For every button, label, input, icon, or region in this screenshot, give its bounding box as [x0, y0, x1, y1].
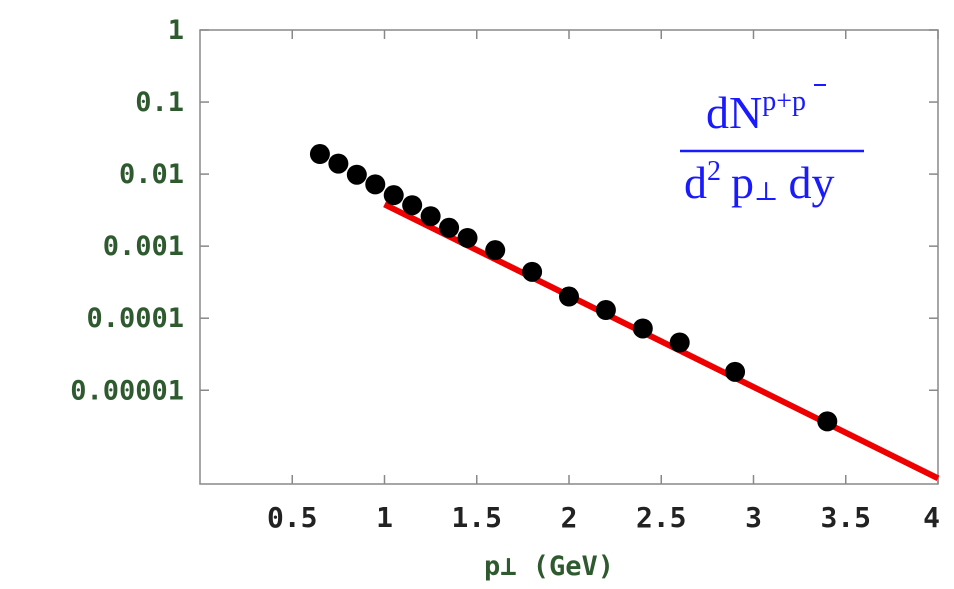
x-tick-label: 3: [745, 501, 762, 534]
data-point: [725, 361, 746, 382]
formula-denominator-tail: dy: [788, 157, 834, 208]
formula-denominator-p: p: [731, 157, 754, 208]
x-axis-ticks: 0.5 1 1.5 2 2.5 3 3.5 4: [267, 30, 940, 534]
formula-denominator-power: 2: [707, 156, 721, 187]
formula-numerator-superscript: p+p: [762, 86, 806, 117]
x-axis-label: p⊥ (GeV): [484, 551, 614, 582]
x-tick-label: 1.5: [451, 501, 502, 534]
y-tick-label: 0.01: [119, 159, 184, 190]
svg-text:dNp+p: dNp+p: [706, 86, 806, 138]
data-points: [309, 144, 838, 432]
x-tick-label: 2.5: [636, 501, 687, 534]
data-point: [309, 144, 330, 165]
data-point: [669, 332, 690, 353]
fit-line: [383, 201, 940, 481]
data-point: [632, 318, 653, 339]
y-tick-label: 1: [168, 15, 184, 46]
data-point: [485, 240, 506, 261]
data-point: [420, 206, 441, 227]
x-tick-label: 2: [561, 501, 578, 534]
data-point: [817, 411, 838, 432]
y-tick-label: 0.00001: [70, 375, 184, 406]
data-point: [457, 227, 478, 248]
y-tick-label: 0.001: [103, 231, 184, 262]
x-tick-label: 1: [376, 501, 393, 534]
y-tick-label: 0.0001: [86, 303, 184, 334]
formula-annotation: dNp+p d2 p⊥ dy: [680, 84, 864, 208]
data-point: [383, 185, 404, 206]
data-point: [346, 164, 367, 185]
y-tick-label: 0.1: [135, 87, 184, 118]
x-tick-label: 3.5: [820, 501, 871, 534]
svg-text:d2p⊥dy: d2 p⊥ dy: [684, 156, 834, 208]
data-point: [328, 153, 349, 174]
data-point: [439, 217, 460, 238]
fit-lines: [383, 201, 940, 481]
data-point: [365, 174, 386, 195]
data-point: [559, 286, 579, 307]
formula-denominator-perp: ⊥: [754, 177, 778, 206]
x-tick-label: 4: [923, 501, 940, 534]
x-tick-label: 0.5: [267, 501, 318, 534]
y-axis-ticks: 1 0.1 0.01 0.001 0.0001 0.00001: [70, 15, 938, 406]
formula-numerator-base: dN: [706, 87, 762, 138]
data-point: [402, 195, 423, 216]
formula-denominator-base: d: [684, 157, 707, 208]
data-point: [522, 261, 543, 282]
data-point: [595, 299, 616, 320]
